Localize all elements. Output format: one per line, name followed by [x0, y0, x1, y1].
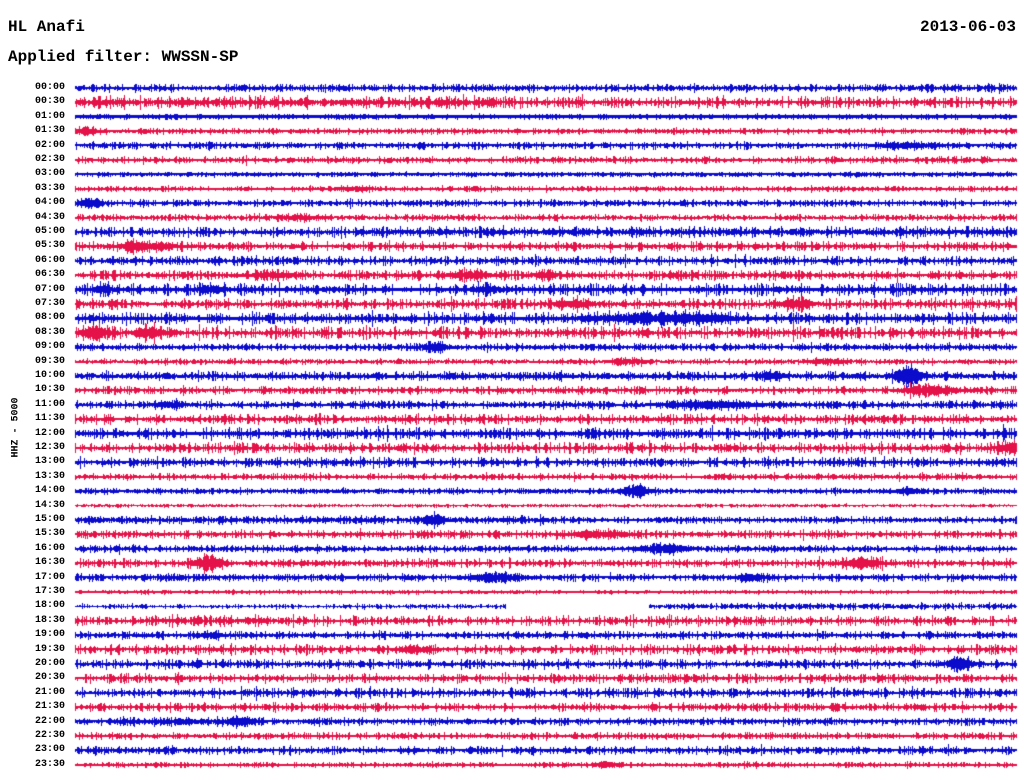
time-label: 20:00 — [34, 658, 65, 669]
time-label: 13:30 — [34, 470, 65, 482]
time-label: 06:00 — [34, 254, 65, 266]
time-label: 07:30 — [34, 298, 65, 309]
time-label: 09:30 — [34, 355, 65, 367]
time-label: 00:00 — [34, 82, 65, 93]
time-label: 13:00 — [34, 456, 65, 468]
time-label: 08:00 — [34, 312, 65, 324]
time-label: 22:00 — [34, 715, 65, 727]
time-label: 19:30 — [34, 643, 65, 655]
time-label: 14:00 — [34, 485, 65, 497]
time-label: 23:30 — [34, 758, 65, 770]
time-label: 21:30 — [34, 701, 65, 713]
time-label: 18:00 — [34, 600, 65, 612]
time-label: 00:30 — [34, 96, 65, 108]
time-label: 12:00 — [34, 427, 65, 439]
time-label: 11:30 — [34, 413, 65, 425]
time-label: 22:30 — [34, 730, 65, 741]
time-label: 05:00 — [34, 226, 65, 237]
time-label: 17:00 — [34, 571, 65, 583]
time-label: 17:30 — [34, 586, 65, 597]
time-label: 02:00 — [34, 139, 65, 151]
time-label: 23:00 — [34, 744, 65, 756]
time-label: 11:00 — [34, 398, 65, 410]
time-label: 15:30 — [34, 528, 65, 540]
time-label: 01:00 — [34, 110, 65, 122]
time-label: 02:30 — [34, 154, 65, 165]
time-label: 01:30 — [34, 125, 65, 137]
time-label: 04:00 — [34, 197, 65, 209]
time-label: 10:00 — [34, 370, 65, 381]
time-label: 21:00 — [34, 686, 65, 698]
time-label: 16:30 — [34, 557, 65, 569]
time-label: 06:30 — [34, 269, 65, 281]
time-label: 18:30 — [34, 614, 65, 626]
time-label: 07:00 — [34, 283, 65, 295]
time-label: 03:30 — [34, 182, 65, 194]
time-label: 14:30 — [34, 499, 65, 511]
time-label: 12:30 — [34, 442, 65, 453]
time-label: 03:00 — [34, 168, 65, 180]
time-label: 19:00 — [34, 629, 65, 641]
time-label: 04:30 — [34, 211, 65, 223]
time-label: 16:00 — [34, 542, 65, 554]
time-label: 09:00 — [34, 341, 65, 353]
time-label: 10:30 — [34, 384, 65, 396]
time-label: 05:30 — [34, 240, 65, 252]
time-label: 20:30 — [34, 672, 65, 684]
time-label: 08:30 — [34, 326, 65, 338]
time-label: 15:00 — [34, 514, 65, 525]
